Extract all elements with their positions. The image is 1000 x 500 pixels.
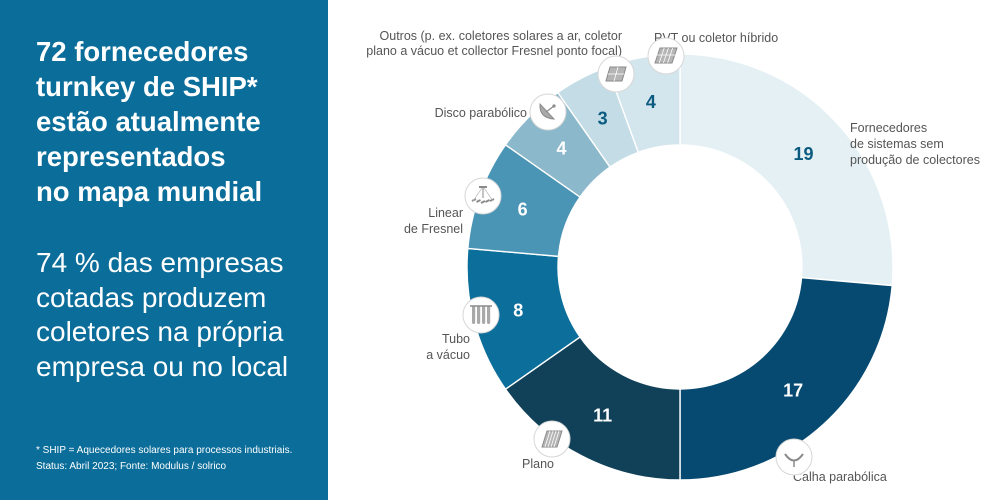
other-collector-icon [597,55,635,93]
subheadline-line: cotadas produzem [36,281,267,313]
parabolic-trough-icon [775,438,813,476]
segment-value-label: 6 [518,200,528,220]
category-label: Tubo a vácuo [426,332,470,362]
segment-value-label: 11 [593,406,612,426]
donut-segment [679,53,894,287]
segment-value-label: 3 [598,108,608,128]
subheadline-line: empresa ou no local [36,350,289,382]
pvt-collector-icon [647,37,685,75]
donut-segment [679,276,893,481]
headline-line: turnkey de SHIP* [36,71,258,102]
footnote-line: Status: Abril 2023; Fonte: Modulus / sol… [36,461,227,472]
headline-line: no mapa mundial [36,176,263,207]
category-label: Linear de Fresnel [404,206,463,236]
footnote: * SHIP = Aquecedores solares para proces… [36,443,321,475]
segment-value-label: 8 [513,300,523,320]
headline-line: representados [36,141,226,172]
category-label-line: Tubo [442,332,470,346]
category-label-line: PVT ou coletor híbrido [654,31,778,45]
category-label: Disco parabólico [435,106,527,120]
category-label-line: produção de colectores [850,153,980,167]
category-label-line: Calha parabólica [793,470,887,484]
donut-chart: 19 17 11 8 6 4 3 4 Fornecedores de sistemas sem pr… [366,29,980,484]
category-label: Calha parabólica [793,470,887,484]
headline: 72 fornecedores turnkey de SHIP* estão a… [36,34,321,209]
headline-line: 72 fornecedores [36,36,249,67]
category-label-line: Disco parabólico [435,106,527,120]
category-label-line: de sistemas sem [850,137,944,151]
info-panel: 72 fornecedores turnkey de SHIP* estão a… [0,0,328,500]
subheadline-line: 74 % das empresas [36,247,284,278]
vacuum-tube-icon [462,296,500,334]
category-label-line: plano a vácuo et collector Fresnel ponto… [366,44,622,58]
category-label: Fornecedores de sistemas sem produção de c… [850,121,980,167]
flat-plate-collector-icon [533,420,571,458]
category-label: PVT ou coletor híbrido [654,31,778,45]
category-label-line: Outros (p. ex. coletores solares a ar, c… [380,29,622,43]
parabolic-dish-icon [529,93,567,131]
subheadline: 74 % das empresas cotadas produzem colet… [36,246,326,384]
category-label-line: de Fresnel [404,222,463,236]
category-label-line: Linear [428,206,463,220]
subheadline-line: coletores na própria [36,316,284,347]
category-label: Outros (p. ex. coletores solares a ar, c… [366,29,622,58]
linear-fresnel-icon [464,177,502,215]
category-label-line: Fornecedores [850,121,927,135]
segment-value-label: 4 [646,92,656,112]
donut-hole [558,145,802,389]
category-label-line: a vácuo [426,348,470,362]
category-label-line: Plano [522,457,554,471]
segment-value-label: 19 [793,144,813,164]
headline-line: estão atualmente [36,106,261,137]
category-label: Plano [522,457,554,471]
segment-value-label: 4 [557,139,567,159]
footnote-line: * SHIP = Aquecedores solares para proces… [36,445,293,456]
segment-value-label: 17 [783,380,803,400]
